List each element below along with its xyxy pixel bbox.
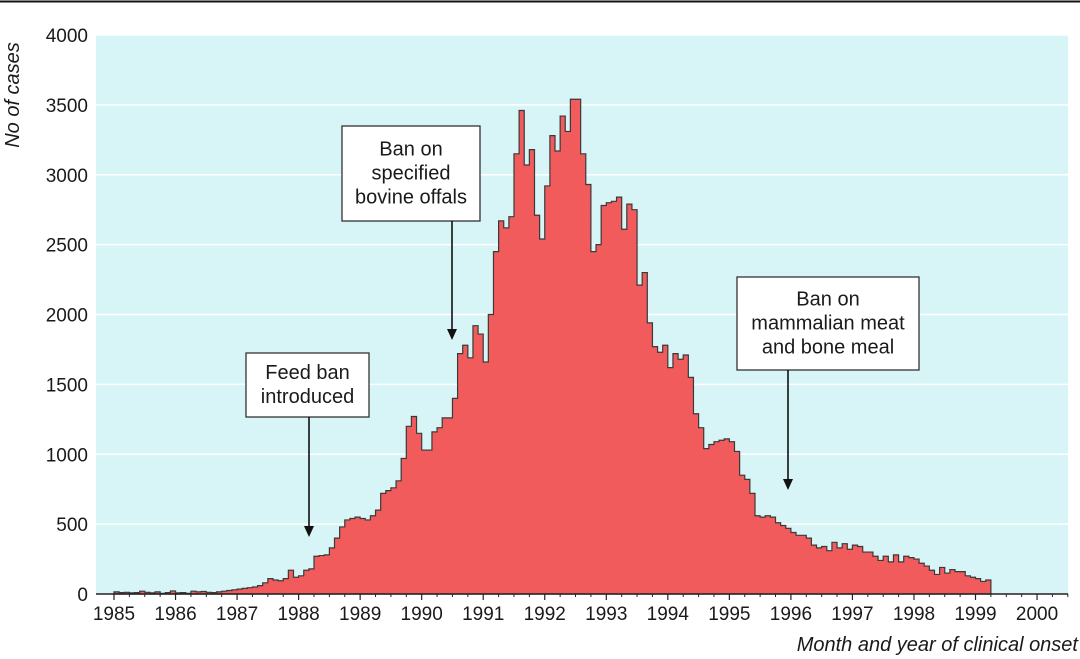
x-tick-label: 1987 [216,604,258,625]
x-tick-label: 1991 [462,604,504,625]
x-tick-label: 1992 [524,604,566,625]
y-tick-label: 3000 [46,166,88,187]
annotation-text: specified [372,163,451,185]
x-tick-label: 1994 [647,604,690,625]
x-tick-label: 1996 [770,604,812,625]
annotation-text: and bone meal [762,337,894,359]
x-tick-label: 1985 [93,604,135,625]
y-tick-label: 2000 [46,306,88,327]
annotation-text: Feed ban [265,362,350,384]
annotation-box [245,352,370,418]
y-axis-title: No of cases [2,42,24,148]
x-tick-label: 1997 [831,604,873,625]
annotation-text: Ban on [379,139,442,161]
x-tick-label: 1990 [401,604,443,625]
x-tick-label: 1998 [893,604,935,625]
x-tick-label: 1999 [954,604,996,625]
annotation-box [341,125,481,222]
y-tick-label: 0 [77,585,88,606]
annotation-text: Ban on [796,289,859,311]
x-axis-title: Month and year of clinical onset [797,634,1080,656]
annotation-box [736,276,920,371]
x-tick-label: 1993 [585,604,627,625]
y-tick-label: 500 [56,515,88,536]
y-axis: 0 500 1000 1500 2000 2500 3000 3500 4000 [46,26,88,606]
y-tick-label: 3500 [46,96,88,117]
y-tick-label: 2500 [46,236,88,257]
annotation-text: bovine offals [355,187,467,209]
y-tick-label: 1500 [46,375,88,396]
x-tick-label: 1989 [339,604,381,625]
x-axis: 1985 1986 1987 1988 1989 1990 1991 1992 1993 1994… [93,593,1069,625]
y-tick-label: 1000 [46,445,88,466]
x-tick-label: 1988 [277,604,319,625]
x-tick-label: 2000 [1016,604,1058,625]
annotation-text: introduced [261,386,354,408]
arrowhead-icon [304,526,314,537]
annotation-text: mammalian meat [751,313,905,335]
x-tick-label: 1986 [154,604,196,625]
y-tick-label: 4000 [46,26,88,47]
cases-histogram-series [113,98,992,595]
arrowhead-icon [447,329,457,340]
arrowhead-icon [783,479,793,490]
x-tick-label: 1995 [708,604,750,625]
